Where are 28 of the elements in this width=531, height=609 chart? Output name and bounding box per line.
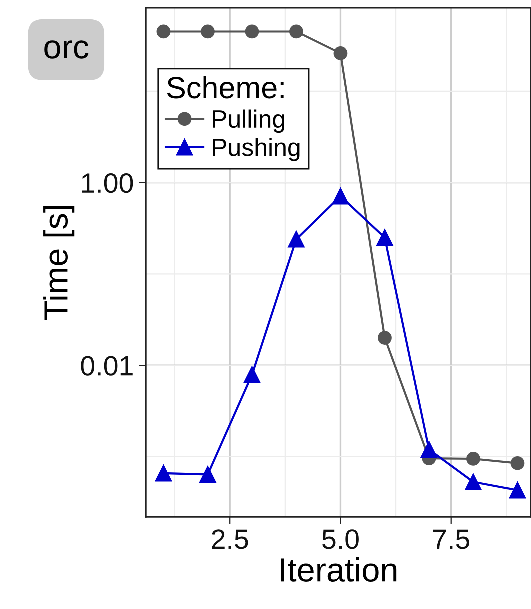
point (510, 456, 525, 470)
point (201, 24, 215, 39)
point (378, 331, 392, 346)
point (244, 366, 261, 384)
point (465, 474, 482, 490)
x-tick-label: 2.5 (212, 530, 248, 550)
point (332, 188, 350, 205)
point (376, 229, 394, 246)
legend-title: Scheme: (167, 76, 284, 99)
point (245, 24, 260, 39)
y-tick-label: 0.01 (81, 356, 133, 376)
point (155, 465, 172, 482)
point (156, 24, 171, 39)
point (290, 24, 304, 39)
y-tick-label: 1.00 (82, 173, 134, 194)
y-axis-title: Time [s] (44, 206, 75, 320)
point (420, 441, 438, 458)
legend-label: Pushing (213, 138, 300, 162)
point (288, 231, 305, 248)
point (334, 46, 348, 60)
text: orc (44, 40, 89, 59)
x-tick-label: 5.0 (322, 530, 359, 550)
x-tick-label: 7.5 (433, 530, 470, 550)
point (466, 452, 480, 466)
point (200, 466, 216, 483)
point (509, 482, 526, 499)
x-axis-title: Iteration (281, 558, 397, 582)
legend-label: Pulling (213, 110, 284, 134)
